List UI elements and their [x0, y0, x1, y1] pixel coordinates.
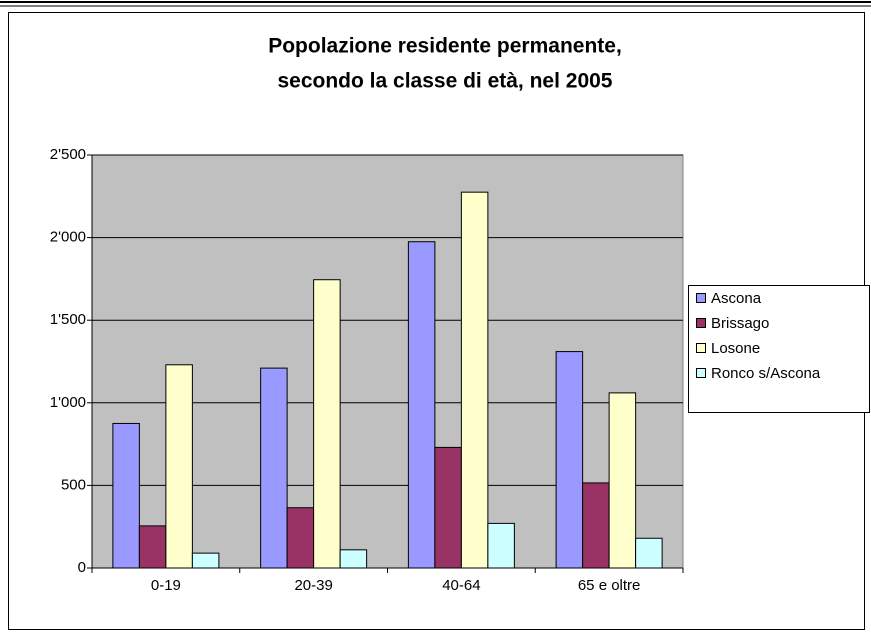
- bar: [260, 367, 288, 569]
- bar: [608, 392, 637, 569]
- legend-label: Ronco s/Ascona: [711, 365, 821, 382]
- bar: [407, 241, 436, 569]
- bar: [112, 422, 140, 569]
- chart-title: Popolazione residente permanente,: [268, 35, 622, 58]
- chart-title: secondo la classe di età, nel 2005: [277, 70, 612, 93]
- y-tick-label: 2'500: [50, 146, 86, 163]
- bar: [191, 552, 220, 569]
- bar: [635, 537, 663, 569]
- bar: [555, 351, 584, 569]
- bar: [487, 522, 515, 569]
- bar: [582, 482, 610, 569]
- bar: [138, 525, 167, 569]
- x-tick-label: 40-64: [442, 577, 480, 594]
- bar: [460, 191, 489, 569]
- legend-swatch: [696, 368, 706, 378]
- legend-label: Ascona: [711, 290, 762, 307]
- y-tick-label: 500: [61, 476, 86, 493]
- bar: [434, 446, 462, 569]
- x-tick-label: 0-19: [151, 577, 181, 594]
- bar: [286, 507, 315, 569]
- legend-swatch: [696, 343, 706, 353]
- y-tick-label: 0: [78, 559, 86, 576]
- y-tick-label: 1'000: [50, 394, 86, 411]
- legend-label: Brissago: [711, 315, 769, 332]
- bar: [313, 279, 341, 569]
- y-tick-label: 1'500: [50, 311, 86, 328]
- bar: [165, 364, 193, 569]
- bar: [339, 549, 368, 569]
- legend-swatch: [696, 293, 706, 303]
- legend-swatch: [696, 318, 706, 328]
- y-tick-label: 2'000: [50, 229, 86, 246]
- legend-label: Losone: [711, 340, 760, 357]
- legend-box: [688, 285, 870, 413]
- x-tick-label: 65 e oltre: [578, 577, 641, 594]
- x-tick-label: 20-39: [294, 577, 332, 594]
